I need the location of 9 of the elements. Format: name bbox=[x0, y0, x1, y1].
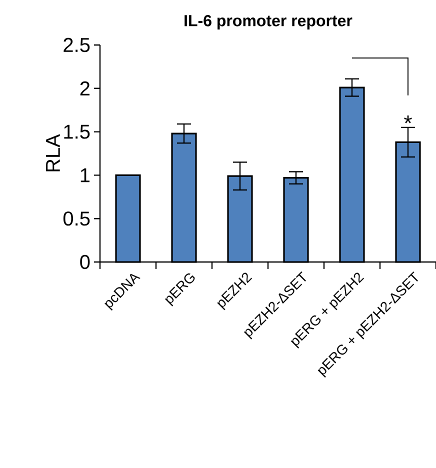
y-axis-title: RLA bbox=[46, 134, 60, 172]
y-tick-label: 0 bbox=[80, 254, 90, 270]
y-tick-label: 2.5 bbox=[64, 38, 90, 52]
y-tick-label: 2 bbox=[80, 81, 90, 96]
chart-title: IL-6 promoter reporter bbox=[184, 15, 352, 30]
annotation: * bbox=[404, 116, 412, 124]
y-tick-label: 0.5 bbox=[63, 212, 90, 226]
y-tick-label: 1 bbox=[80, 168, 90, 182]
y-tick-label: 1.5 bbox=[64, 124, 90, 139]
